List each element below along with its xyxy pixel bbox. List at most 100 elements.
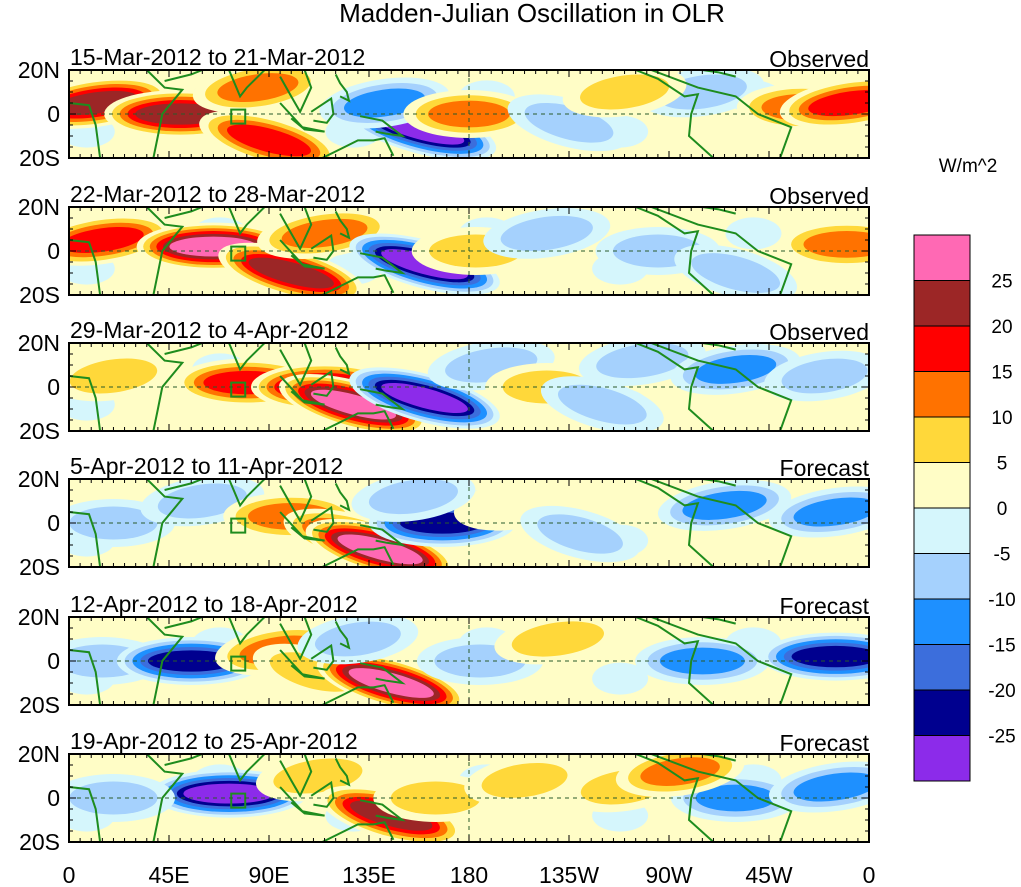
coastline (69, 343, 185, 431)
region-box (230, 381, 247, 398)
panel-period-label: 19-Apr-2012 to 25-Apr-2012 (70, 728, 358, 754)
colorbar-tick-label: -20 (988, 681, 1015, 702)
panel-period-label: 12-Apr-2012 to 18-Apr-2012 (70, 591, 358, 617)
contour-band (183, 783, 275, 804)
coastline (275, 617, 313, 661)
background-cell (681, 388, 737, 421)
coastline (164, 70, 267, 99)
y-tick-label: 0 (47, 648, 60, 674)
coastline (164, 617, 267, 646)
contour-band (157, 483, 247, 519)
region-box (230, 517, 247, 534)
anomaly-blob (760, 632, 869, 681)
x-tick-label: 45W (745, 862, 793, 887)
y-tick-label: 20S (19, 554, 60, 580)
contour-band (596, 343, 689, 379)
anomaly-blob (540, 376, 664, 431)
contour-band (350, 800, 433, 831)
y-tick-label: 0 (47, 374, 60, 400)
coastline (69, 70, 185, 158)
colorbar-swatch (913, 325, 971, 372)
colorbar-swatch (913, 280, 971, 327)
colorbar-swatch (913, 371, 971, 418)
coastline (702, 479, 736, 487)
colorbar-tick-label: -10 (988, 590, 1015, 611)
x-tick-label: 135E (342, 862, 396, 887)
x-tick-label: 0 (863, 862, 876, 887)
panel-period-label: 22-Mar-2012 to 28-Mar-2012 (70, 181, 365, 207)
coastline (279, 649, 325, 680)
chart-title: Madden-Julian Oscillation in OLR (339, 0, 725, 28)
panel-kind-label: Forecast (780, 455, 870, 481)
anomaly-blob (297, 617, 419, 665)
coastline (69, 479, 185, 567)
panel-5: 20N 0 20S 12-Apr-2012 to 18-Apr-2012 Forecas… (18, 591, 870, 718)
region-box (230, 792, 247, 809)
coastline (69, 617, 185, 705)
coastline (334, 73, 351, 103)
coastline (635, 754, 793, 842)
contour-band (481, 762, 568, 798)
coastline (702, 754, 736, 762)
y-tick-label: 0 (47, 101, 60, 127)
coastline (275, 70, 313, 114)
panel-6: 20N 0 20S 19-Apr-2012 to 25-Apr-2012 Forecas… (18, 728, 870, 855)
contour-band (793, 772, 869, 802)
coastline (359, 799, 406, 822)
colorbar-swatch (913, 462, 971, 509)
y-tick-label: 20S (19, 282, 60, 308)
contour-band (314, 621, 401, 657)
anomaly-field (69, 617, 869, 705)
coastline (702, 343, 736, 351)
colorbar-tick-label: -15 (988, 636, 1015, 657)
panel-period-label: 15-Mar-2012 to 21-Mar-2012 (70, 44, 365, 70)
y-tick-label: 20N (18, 330, 60, 356)
contour-band (390, 781, 481, 815)
coastline (279, 511, 325, 542)
y-tick-label: 20S (19, 829, 60, 855)
colorbar-tick-label: 0 (997, 499, 1008, 520)
coastline (164, 479, 267, 508)
coastline (321, 137, 395, 158)
contour-band (368, 479, 458, 515)
anomaly-field (69, 343, 869, 431)
panel-2: 20N 0 20S 22-Mar-2012 to 28-Mar-2012 Observe… (18, 181, 870, 308)
y-tick-label: 20N (18, 741, 60, 767)
contour-band (500, 215, 593, 251)
y-tick-label: 20S (19, 145, 60, 171)
colorbar-swatch (913, 735, 971, 782)
panel-1: 20N 0 20S 15-Mar-2012 to 21-Mar-2012 Observe… (18, 44, 870, 171)
panel-period-label: 29-Mar-2012 to 4-Apr-2012 (70, 317, 349, 343)
contour-band (781, 358, 868, 394)
coastline (279, 102, 325, 133)
contour-band (808, 89, 869, 117)
coastline (321, 410, 395, 431)
anomaly-blob (218, 242, 365, 295)
colorbar-swatch (913, 644, 971, 691)
x-tick-label: 180 (450, 862, 488, 887)
x-tick-label: 135W (539, 862, 599, 887)
region-box (230, 245, 247, 262)
anomaly-blob (319, 785, 463, 842)
colorbar-tick-label: 15 (991, 363, 1012, 384)
anomaly-blob (464, 755, 585, 806)
background-cell (592, 662, 649, 695)
contour-band (803, 230, 869, 258)
coastline (359, 115, 406, 138)
contour-band (793, 497, 869, 527)
coastline (69, 207, 185, 295)
background-cell (681, 115, 737, 148)
coastline (635, 479, 793, 567)
coastline (359, 662, 406, 685)
contour-band (524, 102, 614, 143)
coastline (321, 684, 395, 705)
x-axis: 0 45E 90E 135E 180 135W 90W 45W 0 (63, 862, 876, 887)
panel-period-label: 5-Apr-2012 to 11-Apr-2012 (70, 453, 343, 479)
colorbar-tick-label: 25 (991, 272, 1012, 293)
coastline (359, 524, 406, 547)
y-tick-label: 20N (18, 604, 60, 630)
contour-band (69, 506, 158, 540)
contour-band (348, 668, 434, 698)
coastline (164, 754, 267, 783)
colorbar-swatch (913, 598, 971, 645)
